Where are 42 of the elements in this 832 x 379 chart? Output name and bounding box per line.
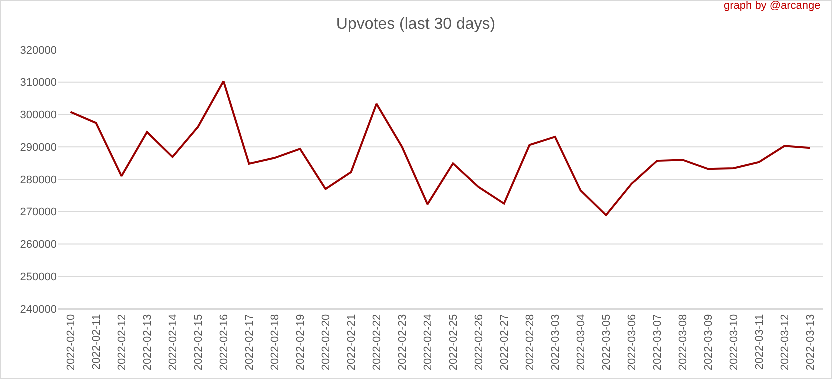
x-tick-label: 2022-02-19 <box>294 314 307 371</box>
x-tick-label: 2022-03-08 <box>677 314 690 371</box>
x-tick-label: 2022-02-13 <box>142 314 154 371</box>
x-tick-label: 2022-02-25 <box>448 314 460 371</box>
x-tick-label: 2022-02-12 <box>116 314 128 371</box>
x-tick-label: 2022-02-14 <box>167 314 180 371</box>
x-tick-label: 2022-03-10 <box>728 314 740 371</box>
line-series <box>70 80 812 216</box>
x-tick-label: 2022-03-03 <box>550 314 562 371</box>
y-tick-label: 250000 <box>20 271 57 284</box>
text: graph by @arcange <box>724 0 821 12</box>
x-tick-label: 2022-03-04 <box>575 314 588 371</box>
x-tick-label: 2022-02-26 <box>473 314 486 371</box>
y-tick-label: 290000 <box>20 142 57 154</box>
x-tick-label: 2022-03-09 <box>702 314 715 371</box>
x-tick-label: 2022-02-16 <box>218 314 230 371</box>
x-tick-label: 2022-02-24 <box>422 314 434 371</box>
y-tick-label: 240000 <box>20 304 57 316</box>
x-tick-label: 2022-03-07 <box>652 314 664 371</box>
x-tick-label: 2022-03-11 <box>754 314 766 370</box>
x-tick-label: 2022-02-27 <box>498 314 511 371</box>
x-tick-label: 2022-02-10 <box>65 314 78 371</box>
y-tick-label: 300000 <box>20 110 57 122</box>
x-tick-label: 2022-02-18 <box>269 314 282 371</box>
x-tick-label: 2022-03-06 <box>626 314 638 371</box>
x-tick-label: 2022-02-17 <box>244 314 256 371</box>
x-tick-label: 2022-02-15 <box>192 314 205 371</box>
x-tick-label: 2022-02-11 <box>90 314 103 370</box>
x-tick-label: 2022-02-23 <box>396 314 409 371</box>
x-tick-label: 2022-02-21 <box>346 314 358 371</box>
y-tick-label: 320000 <box>20 44 57 57</box>
x-tick-label: 2022-02-20 <box>320 314 332 371</box>
x-tick-label: 2022-02-28 <box>524 314 536 371</box>
y-tick-label: 270000 <box>20 206 57 219</box>
x-tick-label: 2022-03-13 <box>804 314 817 371</box>
x-tick-label: 2022-03-05 <box>600 314 613 371</box>
x-tick-label: 2022-03-12 <box>779 314 792 371</box>
x-tick-label: 2022-02-22 <box>371 314 384 371</box>
chart-title: Upvotes (last 30 days) <box>336 16 496 34</box>
y-tick-label: 260000 <box>20 239 57 252</box>
y-tick-label: 310000 <box>20 77 57 90</box>
y-tick-label: 280000 <box>20 174 57 186</box>
